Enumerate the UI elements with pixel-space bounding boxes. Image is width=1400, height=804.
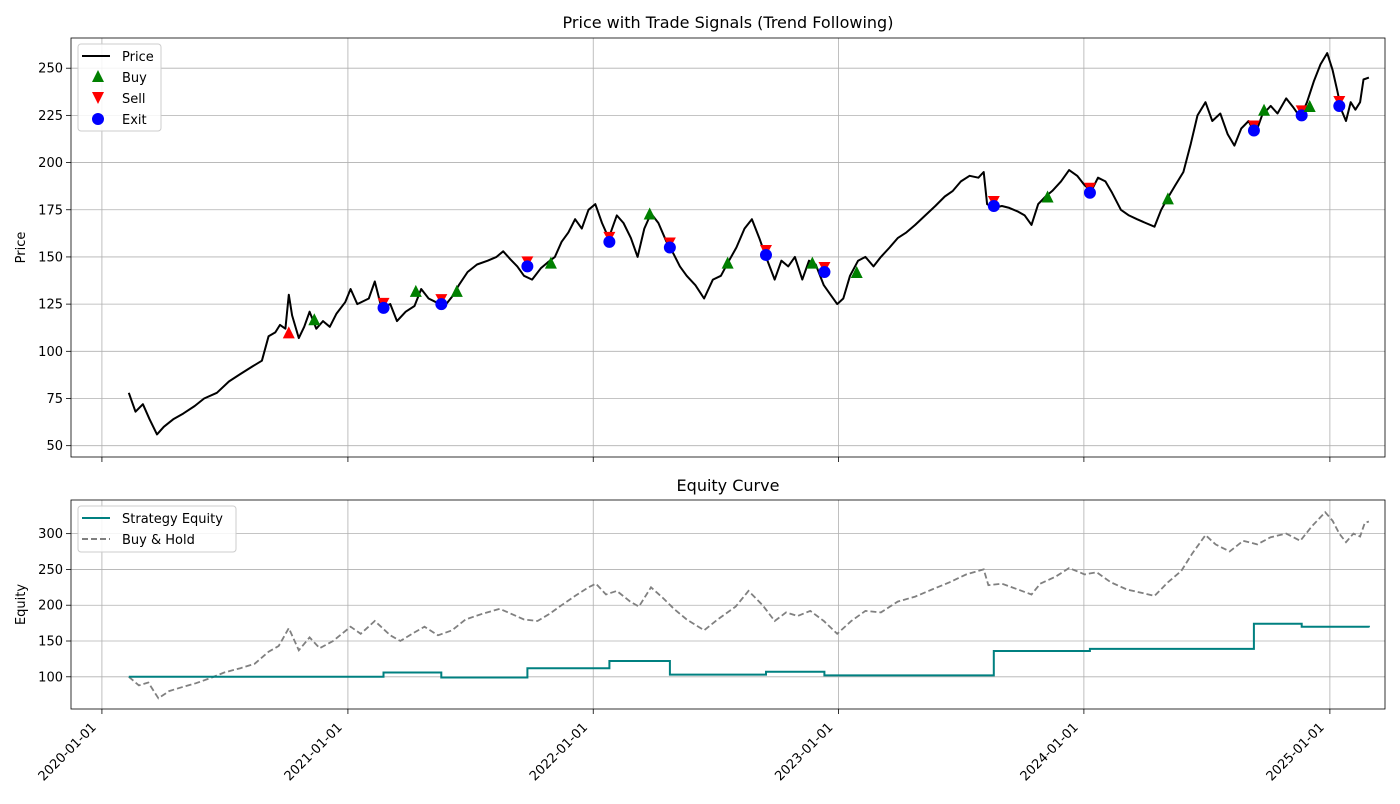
p2-y-tick-label: 200 (38, 599, 63, 614)
equity-legend-box (77, 505, 237, 553)
buy-marker (1161, 192, 1174, 205)
price-x-ticks (101, 457, 1331, 462)
buy-marker (1258, 103, 1271, 116)
equity-axes-frame (70, 499, 1386, 710)
legend-price-label: Price (122, 50, 154, 65)
legend-sell-label: Sell (122, 92, 145, 107)
price-y-ticks: 50 75 100 125 150 175 200 225 250 (38, 62, 71, 454)
legend-exit-marker (92, 113, 104, 125)
equity-legend: Strategy Equity Buy & Hold (77, 505, 237, 553)
buy-marker (806, 256, 819, 269)
exit-marker (987, 199, 1000, 212)
legend-buy-marker (92, 70, 104, 82)
exit-marker (1333, 99, 1346, 112)
legend-buyhold-label: Buy & Hold (122, 533, 195, 548)
buy-marker (450, 284, 463, 297)
p1-y-tick-label: 150 (38, 250, 63, 265)
exit-marker (818, 266, 831, 279)
exit-marker (663, 241, 676, 254)
p2-y-tick-label: 100 (38, 670, 63, 685)
price-axes-frame (70, 37, 1386, 458)
exit-marker (435, 298, 448, 311)
exit-marker (759, 249, 772, 262)
strategy-equity-line (128, 622, 1370, 679)
p2-y-tick-label: 150 (38, 635, 63, 650)
exit-marker (377, 301, 390, 314)
exit-marker (1295, 109, 1308, 122)
price-legend: Price Buy Sell Exit (77, 43, 162, 132)
buy-marker (409, 284, 422, 297)
buy-marker (544, 256, 557, 269)
exit-marker (603, 235, 616, 248)
equity-plot-area (128, 510, 1370, 700)
equity-chart-title: Equity Curve (677, 476, 780, 495)
p1-y-tick-label: 50 (46, 439, 63, 454)
equity-grid (71, 500, 1385, 709)
price-grid (71, 38, 1385, 457)
p1-y-tick-label: 225 (38, 109, 63, 124)
buy-marker (643, 207, 656, 220)
p1-y-tick-label: 75 (46, 392, 63, 407)
buy-marker (850, 266, 863, 279)
exit-marker (521, 260, 534, 273)
buy-marker (721, 256, 734, 269)
price-panel: Price with Trade Signals (Trend Followin… (14, 13, 1386, 462)
exit-marker (1083, 186, 1096, 199)
price-y-axis-label: Price (14, 232, 29, 264)
p2-y-tick-label: 300 (38, 527, 63, 542)
buy-marker (308, 313, 321, 326)
p1-y-tick-label: 200 (38, 156, 63, 171)
p1-y-tick-label: 125 (38, 298, 63, 313)
legend-buy-label: Buy (122, 71, 147, 86)
legend-strategy-label: Strategy Equity (122, 512, 223, 527)
p1-y-tick-label: 250 (38, 62, 63, 77)
price-chart-title: Price with Trade Signals (Trend Followin… (563, 13, 894, 32)
p2-y-tick-label: 250 (38, 563, 63, 578)
exit-marker (1247, 124, 1260, 137)
p1-y-tick-label: 175 (38, 203, 63, 218)
equity-y-ticks: 100 150 200 250 300 (38, 527, 71, 685)
equity-y-axis-label: Equity (14, 584, 29, 625)
buy-marker (1041, 190, 1054, 203)
buy-marker (1303, 99, 1316, 112)
legend-exit-label: Exit (122, 113, 147, 128)
sell-marker (282, 326, 295, 339)
price-legend-box (77, 43, 162, 132)
buy-hold-line (128, 510, 1370, 700)
legend-sell-marker (92, 92, 104, 104)
price-plot-area (127, 52, 1370, 436)
p1-y-tick-label: 100 (38, 345, 63, 360)
